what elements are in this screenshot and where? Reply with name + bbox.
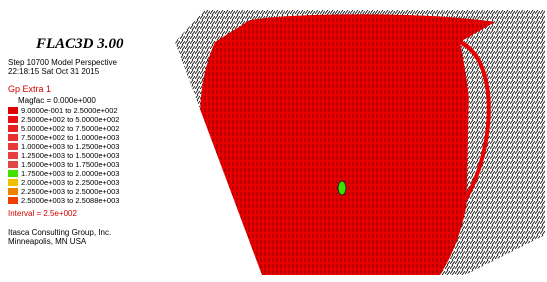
legend-item: 2.5000e+002 to 5.0000e+002 [8,115,119,124]
title: FLAC3D 3.00 [36,40,124,49]
legend-label: 5.0000e+002 to 7.5000e+002 [21,124,119,133]
legend-label: 1.0000e+003 to 1.2500e+003 [21,142,119,151]
legend-item: 1.5000e+003 to 1.7500e+003 [8,160,119,169]
legend-swatch [8,170,18,177]
screenshot: FLAC3D 3.00 Step 10700 Model Perspective… [0,0,547,282]
company: Itasca Consulting Group, Inc. [8,228,111,237]
legend-swatch [8,179,18,186]
legend-label: 1.2500e+003 to 1.5000e+003 [21,151,119,160]
legend-item: 1.7500e+003 to 2.0000e+003 [8,169,119,178]
legend-label: 2.2500e+003 to 2.5000e+003 [21,187,119,196]
legend-swatch [8,134,18,141]
location: Minneapolis, MN USA [8,237,86,246]
legend-swatch [8,107,18,114]
legend-label: 9.0000e-001 to 2.5000e+002 [21,106,118,115]
legend-item: 2.2500e+003 to 2.5000e+003 [8,187,119,196]
timestamp: 22:18:15 Sat Oct 31 2015 [8,67,99,76]
legend-item: 2.5000e+003 to 2.5088e+003 [8,196,119,205]
magfac: Magfac = 0.000e+000 [18,96,96,105]
legend-label: 1.5000e+003 to 1.7500e+003 [21,160,119,169]
legend-label: 7.5000e+002 to 1.0000e+003 [21,133,119,142]
legend-swatch [8,116,18,123]
right-face [465,10,545,275]
legend-item: 1.2500e+003 to 1.5000e+003 [8,151,119,160]
contour-spot [338,181,346,195]
legend-label: 2.5000e+002 to 5.0000e+002 [21,115,119,124]
legend-swatch [8,188,18,195]
legend-swatch [8,143,18,150]
legend-label: 2.0000e+003 to 2.2500e+003 [21,178,119,187]
legend-item: 7.5000e+002 to 1.0000e+003 [8,133,119,142]
contour-front [200,42,472,275]
contour-region [200,42,472,275]
legend-item: 9.0000e-001 to 2.5000e+002 [8,106,119,115]
interval: Interval = 2.5e+002 [8,209,77,218]
step: Step 10700 Model Perspective [8,58,117,67]
legend-label: 1.7500e+003 to 2.0000e+003 [21,169,119,178]
legend-swatch [8,197,18,204]
legend-item: 1.0000e+003 to 1.2500e+003 [8,142,119,151]
legend-title: Gp Extra 1 [8,85,51,94]
legend-swatch [8,161,18,168]
legend-swatch [8,152,18,159]
legend-swatch [8,125,18,132]
legend-item: 2.0000e+003 to 2.2500e+003 [8,178,119,187]
legend-item: 5.0000e+002 to 7.5000e+002 [8,124,119,133]
legend-label: 2.5000e+003 to 2.5088e+003 [21,196,119,205]
